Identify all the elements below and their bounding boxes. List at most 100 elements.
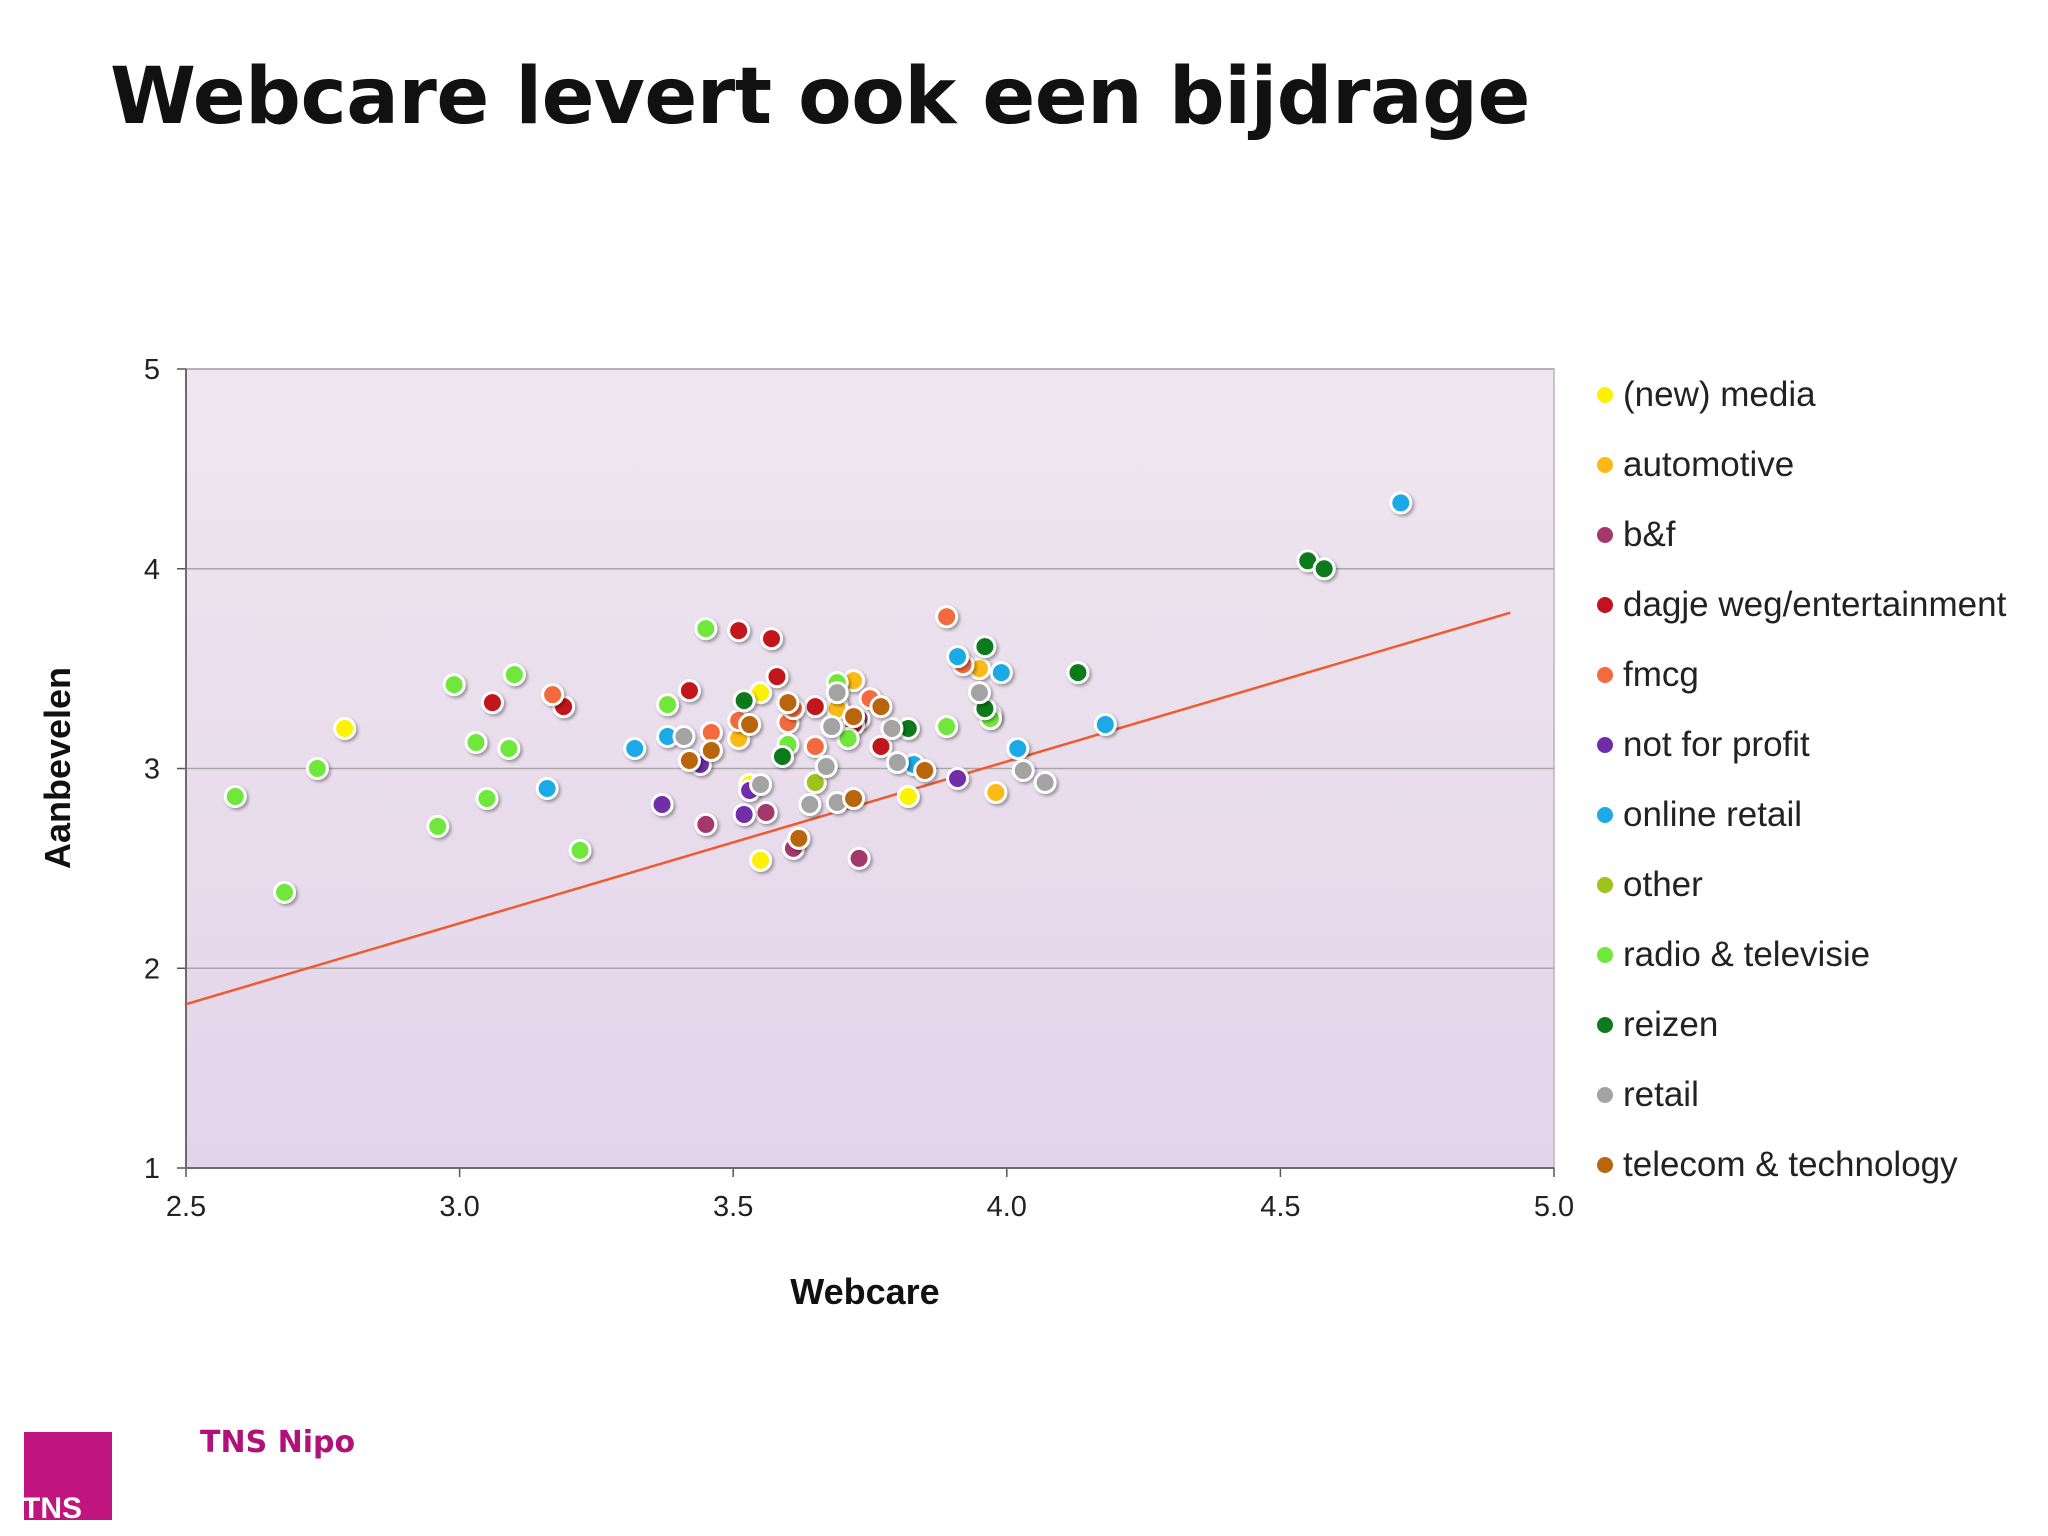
data-point: [765, 665, 789, 689]
data-point: [896, 784, 920, 808]
data-point: [842, 705, 866, 729]
data-point: [967, 681, 991, 705]
y-tick-label: 4: [144, 554, 160, 586]
axes: [177, 368, 1555, 1177]
data-point: [699, 739, 723, 763]
data-point: [475, 786, 499, 810]
legend-marker: [1597, 667, 1613, 683]
data-point: [770, 745, 794, 769]
data-point: [677, 749, 701, 773]
legend-item: b&f: [1623, 515, 1676, 554]
data-point: [732, 689, 756, 713]
data-point: [1312, 557, 1336, 581]
data-point: [535, 776, 559, 800]
data-point: [727, 619, 751, 643]
data-point: [869, 735, 893, 759]
x-tick-label: 3.0: [439, 1191, 479, 1223]
legend-marker: [1597, 737, 1613, 753]
tns-logo-text: TNS: [22, 1492, 82, 1525]
data-point: [935, 715, 959, 739]
legend-marker: [1597, 807, 1613, 823]
y-tick-label: 2: [144, 953, 160, 985]
legend: (new) media automotive b&f dagje weg/entert…: [1597, 375, 2007, 1184]
brand-name: TNS Nipo: [200, 1425, 356, 1460]
data-point: [1389, 491, 1413, 515]
y-axis-title: Aanbevelen: [37, 667, 78, 869]
y-tick-label: 1: [144, 1153, 160, 1185]
data-point: [803, 735, 827, 759]
data-point: [973, 635, 997, 659]
data-point: [694, 812, 718, 836]
data-point: [502, 663, 526, 687]
legend-item: (new) media: [1623, 375, 1816, 414]
data-point: [760, 627, 784, 651]
data-points: [223, 491, 1413, 904]
legend-marker: [1597, 597, 1613, 613]
legend-marker: [1597, 877, 1613, 893]
data-point: [776, 691, 800, 715]
data-point: [880, 717, 904, 741]
data-point: [738, 713, 762, 737]
data-point: [1033, 770, 1057, 794]
data-point: [732, 802, 756, 826]
tns-logo: [24, 1432, 112, 1520]
data-point: [223, 784, 247, 808]
data-point: [272, 880, 296, 904]
legend-item: automotive: [1623, 445, 1794, 484]
tick-labels: 1 2 3 4 5 2.5 3.0 3.5 4.0 4.5 5.0: [144, 354, 1574, 1223]
legend-item: reizen: [1623, 1005, 1718, 1044]
data-point: [803, 695, 827, 719]
data-point: [842, 786, 866, 810]
data-point: [656, 693, 680, 717]
data-point: [787, 826, 811, 850]
data-point: [935, 605, 959, 629]
legend-item: other: [1623, 865, 1703, 904]
data-point: [946, 766, 970, 790]
x-tick-label: 4.0: [987, 1191, 1027, 1223]
data-point: [885, 751, 909, 775]
slide-title: Webcare levert ook een bijdrage: [110, 52, 1530, 142]
data-point: [798, 792, 822, 816]
data-point: [989, 661, 1013, 685]
data-point: [480, 691, 504, 715]
data-point: [426, 814, 450, 838]
legend-marker: [1597, 1017, 1613, 1033]
legend-marker: [1597, 1087, 1613, 1103]
x-tick-label: 2.5: [166, 1191, 206, 1223]
x-tick-label: 3.5: [713, 1191, 753, 1223]
data-point: [836, 727, 860, 751]
data-point: [814, 755, 838, 779]
data-point: [677, 679, 701, 703]
data-point: [623, 737, 647, 761]
legend-item: telecom & technology: [1623, 1145, 1958, 1184]
data-point: [825, 681, 849, 705]
x-tick-label: 4.5: [1260, 1191, 1300, 1223]
legend-item: dagje weg/entertainment: [1623, 585, 2007, 624]
data-point: [442, 673, 466, 697]
legend-item: radio & televisie: [1623, 935, 1870, 974]
data-point: [568, 838, 592, 862]
data-point: [869, 695, 893, 719]
y-tick-label: 3: [144, 754, 160, 786]
legend-marker: [1597, 947, 1613, 963]
data-point: [984, 780, 1008, 804]
data-point: [749, 848, 773, 872]
legend-marker: [1597, 457, 1613, 473]
legend-item: fmcg: [1623, 655, 1699, 694]
data-point: [847, 846, 871, 870]
legend-item: retail: [1623, 1075, 1699, 1114]
data-point: [913, 758, 937, 782]
x-tick-label: 5.0: [1534, 1191, 1574, 1223]
legend-item: not for profit: [1623, 725, 1810, 764]
data-point: [672, 725, 696, 749]
data-point: [305, 757, 329, 780]
x-axis-title: Webcare: [790, 1271, 939, 1312]
data-point: [694, 617, 718, 641]
data-point: [464, 731, 488, 755]
data-point: [820, 715, 844, 739]
data-point: [946, 645, 970, 669]
data-point: [754, 800, 778, 824]
data-point: [541, 683, 565, 707]
y-tick-label: 5: [144, 354, 160, 386]
